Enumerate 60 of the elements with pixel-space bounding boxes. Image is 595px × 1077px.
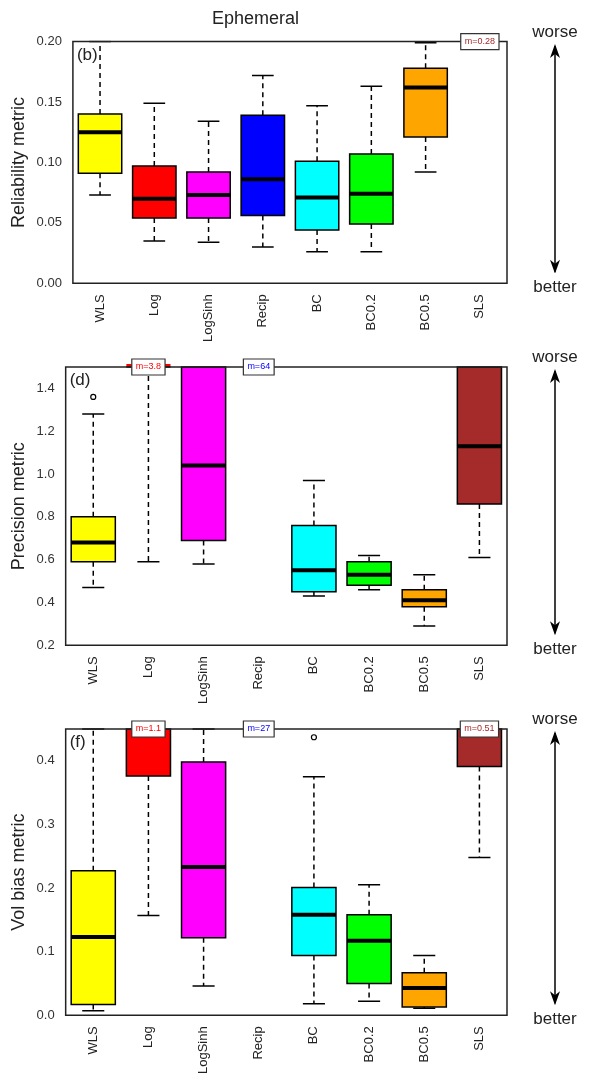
annotation: m=1.1 <box>135 723 162 734</box>
y-tick-label: 1.4 <box>36 379 55 395</box>
x-tick-label: LogSinh <box>200 294 216 343</box>
y-tick-label: 0.2 <box>36 879 55 895</box>
y-tick-label: 1.2 <box>36 422 55 438</box>
x-tick-label: LogSinh <box>195 656 211 705</box>
y-tick-label: 0.0 <box>36 1006 55 1022</box>
x-tick-label: SLS <box>471 1025 486 1051</box>
x-tick-label: BC0.5 <box>415 1026 431 1063</box>
x-tick-label: Log <box>145 294 161 316</box>
x-tick-label: Recip <box>250 1026 266 1060</box>
annotation: (f) <box>69 732 86 752</box>
y-tick-label: 0.6 <box>36 551 55 567</box>
x-tick-label: WLS <box>84 655 100 685</box>
x-tick-label: BC0.2 <box>360 1026 376 1063</box>
y-tick-label: 0.10 <box>36 154 62 170</box>
x-tick-label: BC0.5 <box>415 656 431 693</box>
x-tick-label: Recip <box>250 656 266 690</box>
y-tick-label: 0.00 <box>36 274 62 290</box>
y-tick-label: 0.1 <box>36 943 55 959</box>
y-tick-label: 0.4 <box>36 594 55 610</box>
y-tick-label: 0.3 <box>36 816 55 832</box>
x-tick-label: SLS <box>471 655 486 681</box>
x-tick-label: BC0.2 <box>362 294 378 331</box>
x-tick-label: Log <box>140 1026 155 1048</box>
y-axis-title: Reliability metric <box>7 96 28 228</box>
text: worse <box>531 347 579 367</box>
x-tick-label: BC0.2 <box>360 656 376 693</box>
x-tick-label: BC0.5 <box>417 294 433 331</box>
y-axis-title: Precision metric <box>7 442 28 571</box>
y-tick-label: 0.05 <box>36 214 62 230</box>
x-tick-label: SLS <box>471 293 487 319</box>
annotation: (b) <box>76 44 98 64</box>
x-tick-label: WLS <box>91 293 107 323</box>
annotation: m=0.28 <box>464 36 496 47</box>
y-tick-label: 0.15 <box>36 93 62 109</box>
annotation: m=27 <box>247 723 271 734</box>
text: better <box>532 639 578 660</box>
y-tick-label: 1.0 <box>36 465 55 481</box>
x-tick-label: BC <box>308 294 324 313</box>
text: better <box>532 277 578 298</box>
y-tick-label: 0.8 <box>36 508 55 524</box>
chart-title: Ephemeral <box>211 7 300 28</box>
y-tick-label: 0.20 <box>36 33 62 49</box>
annotation: m=0.51 <box>464 723 495 734</box>
y-tick-label: 0.2 <box>36 636 55 652</box>
text: better <box>532 1009 578 1030</box>
x-tick-label: Log <box>140 656 155 678</box>
x-tick-label: WLS <box>84 1025 100 1055</box>
y-axis-title: Vol bias metric <box>7 813 28 931</box>
annotation: m=3.8 <box>135 361 162 372</box>
annotation: m=64 <box>247 361 271 372</box>
x-tick-label: Recip <box>254 294 270 328</box>
x-tick-label: LogSinh <box>195 1026 211 1075</box>
text: worse <box>531 21 579 42</box>
x-tick-label: BC <box>305 1026 321 1045</box>
text: worse <box>531 709 579 729</box>
annotation: (d) <box>69 370 91 390</box>
y-tick-label: 0.4 <box>36 752 55 768</box>
x-tick-label: BC <box>305 656 321 675</box>
